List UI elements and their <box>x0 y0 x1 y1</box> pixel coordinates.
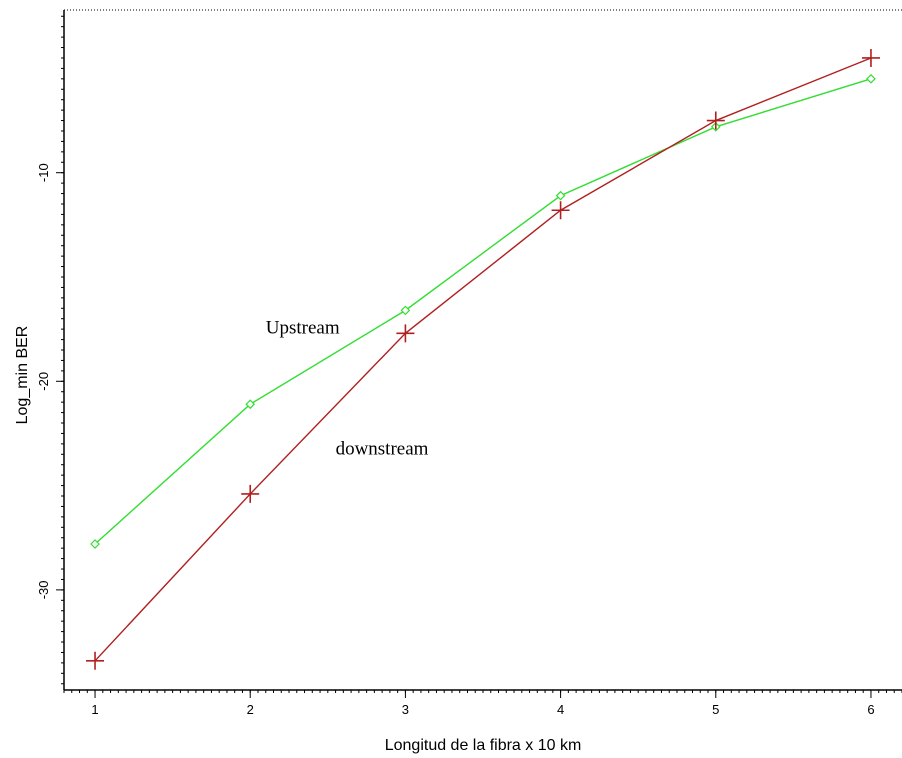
series-point-downstream <box>706 111 725 130</box>
series-point-upstream <box>90 539 100 549</box>
series-line-upstream <box>94 78 872 545</box>
series-point-downstream <box>396 324 415 343</box>
y-axis-title: Log_min BER <box>14 326 31 425</box>
labels-layer: 1 2 3 4 5 6 -10 -20 -30 Upstream downstream <box>36 163 875 717</box>
annotation-downstream: downstream <box>336 438 429 459</box>
x-tick-label: 2 <box>247 702 254 717</box>
series-point-upstream <box>400 305 411 316</box>
series-layer <box>86 48 880 670</box>
y-tick-label: -10 <box>36 163 51 182</box>
series-point-upstream <box>245 399 256 410</box>
series-line-downstream <box>94 57 872 662</box>
x-tick-label: 6 <box>867 702 874 717</box>
y-tick-label: -30 <box>36 580 51 599</box>
x-tick-label: 3 <box>402 702 409 717</box>
x-axis-title: Longitud de la fibra x 10 km <box>385 737 582 754</box>
series-point-downstream <box>241 484 260 503</box>
x-tick-label: 5 <box>712 702 719 717</box>
series-point-downstream <box>551 201 570 220</box>
x-tick-label: 1 <box>91 702 98 717</box>
series-point-upstream <box>555 190 566 201</box>
major-ticks <box>56 172 872 698</box>
series-point-upstream <box>866 73 876 84</box>
y-tick-label: -20 <box>36 372 51 391</box>
annotation-upstream: Upstream <box>266 317 340 338</box>
minor-ticks <box>61 15 902 693</box>
series-point-downstream <box>86 651 105 670</box>
x-tick-label: 4 <box>557 702 564 717</box>
series-point-downstream <box>861 48 880 67</box>
